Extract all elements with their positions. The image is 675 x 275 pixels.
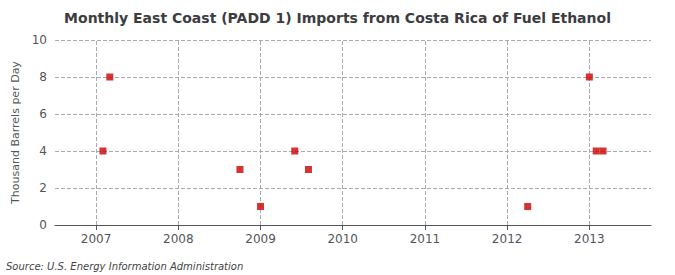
svg-text:0: 0 — [39, 218, 47, 232]
svg-text:4: 4 — [39, 144, 47, 158]
svg-text:8: 8 — [39, 70, 47, 84]
svg-text:Source: U.S. Energy Informatio: Source: U.S. Energy Information Administ… — [6, 261, 243, 272]
svg-text:2013: 2013 — [574, 232, 605, 246]
svg-text:Monthly East Coast (PADD 1) Im: Monthly East Coast (PADD 1) Imports from… — [64, 10, 611, 26]
svg-text:10: 10 — [32, 33, 47, 47]
svg-text:2009: 2009 — [245, 232, 276, 246]
svg-text:2007: 2007 — [81, 232, 112, 246]
svg-text:2012: 2012 — [492, 232, 523, 246]
svg-text:2: 2 — [39, 181, 47, 195]
svg-text:2010: 2010 — [327, 232, 358, 246]
svg-text:2008: 2008 — [163, 232, 194, 246]
svg-text:6: 6 — [39, 107, 47, 121]
svg-text:Thousand Barrels per Day: Thousand Barrels per Day — [9, 61, 22, 205]
svg-text:2011: 2011 — [410, 232, 441, 246]
